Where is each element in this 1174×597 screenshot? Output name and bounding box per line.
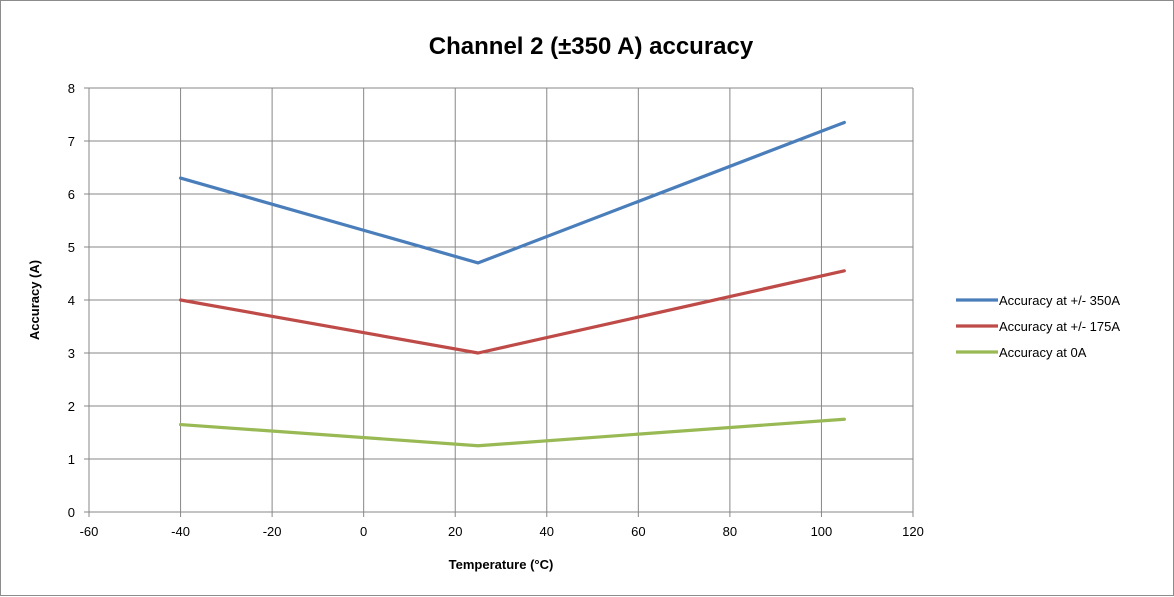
x-tick-label: -60 [80, 524, 99, 539]
y-tick-label: 5 [68, 240, 75, 255]
x-tick-label: 80 [723, 524, 737, 539]
legend: Accuracy at +/- 350A Accuracy at +/- 175A… [956, 293, 1120, 360]
y-tick-label: 1 [68, 452, 75, 467]
series-line-1 [181, 122, 845, 262]
x-tick-label: 0 [360, 524, 367, 539]
tick-labels: -60 -40 -20 0 20 40 60 80 100 120 0 1 2 3 4 5 6 7 8 [68, 81, 924, 539]
x-tick-label: 100 [811, 524, 833, 539]
y-tick-label: 8 [68, 81, 75, 96]
y-tick-label: 4 [68, 293, 75, 308]
y-tick-label: 0 [68, 505, 75, 520]
x-tick-label: 120 [902, 524, 924, 539]
x-tick-label: 60 [631, 524, 645, 539]
data-series [181, 122, 845, 445]
axes [84, 88, 913, 517]
y-tick-label: 7 [68, 134, 75, 149]
x-tick-label: 20 [448, 524, 462, 539]
x-tick-label: 40 [540, 524, 554, 539]
y-axis-title: Accuracy (A) [27, 260, 42, 340]
series-line-2 [181, 271, 845, 353]
y-tick-label: 3 [68, 346, 75, 361]
y-tick-label: 2 [68, 399, 75, 414]
x-tick-label: -20 [263, 524, 282, 539]
x-tick-label: -40 [171, 524, 190, 539]
legend-label: Accuracy at 0A [999, 345, 1087, 360]
legend-label: Accuracy at +/- 175A [999, 319, 1120, 334]
series-line-3 [181, 419, 845, 446]
y-tick-label: 6 [68, 187, 75, 202]
gridlines [89, 88, 913, 512]
x-axis-title: Temperature (°C) [449, 557, 554, 572]
chart-title: Channel 2 (±350 A) accuracy [429, 33, 754, 60]
legend-label: Accuracy at +/- 350A [999, 293, 1120, 308]
